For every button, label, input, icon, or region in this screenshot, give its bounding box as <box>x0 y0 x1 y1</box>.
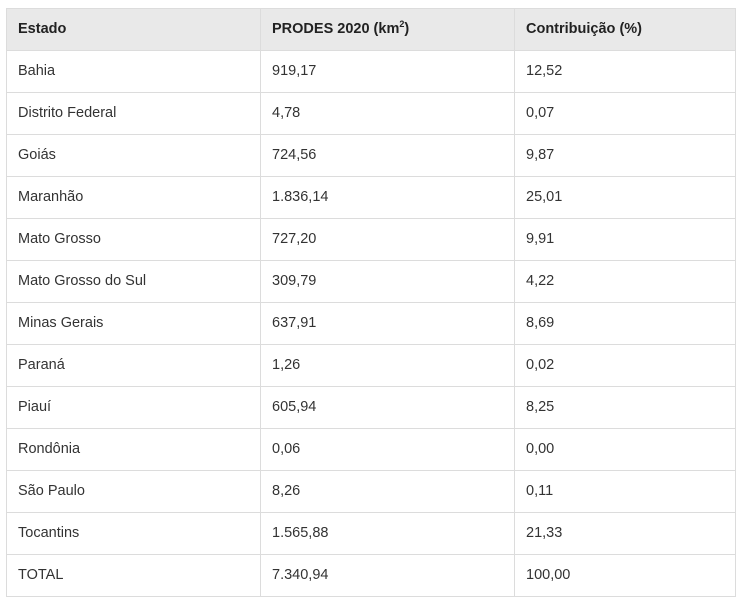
cell-estado: Mato Grosso <box>6 218 261 261</box>
table-row: Bahia 919,17 12,52 <box>6 50 736 93</box>
cell-estado: Paraná <box>6 344 261 387</box>
table-row: Maranhão 1.836,14 25,01 <box>6 176 736 219</box>
cell-prodes: 605,94 <box>260 386 515 429</box>
cell-contribuicao: 12,52 <box>514 50 736 93</box>
cell-estado: Distrito Federal <box>6 92 261 135</box>
cell-estado: Maranhão <box>6 176 261 219</box>
header-prodes-2020: PRODES 2020 (km2) <box>260 8 515 51</box>
cell-prodes: 309,79 <box>260 260 515 303</box>
table-row: Mato Grosso do Sul 309,79 4,22 <box>6 260 736 303</box>
prodes-table: Estado PRODES 2020 (km2) Contribuição (%… <box>6 8 736 597</box>
header-estado: Estado <box>6 8 261 51</box>
cell-prodes: 727,20 <box>260 218 515 261</box>
table-row: Mato Grosso 727,20 9,91 <box>6 218 736 261</box>
table-header: Estado PRODES 2020 (km2) Contribuição (%… <box>6 8 736 51</box>
cell-estado: Minas Gerais <box>6 302 261 345</box>
header-row: Estado PRODES 2020 (km2) Contribuição (%… <box>6 8 736 51</box>
table-row: Tocantins 1.565,88 21,33 <box>6 512 736 555</box>
cell-estado: Bahia <box>6 50 261 93</box>
table-row: Goiás 724,56 9,87 <box>6 134 736 177</box>
prodes-table-container: Estado PRODES 2020 (km2) Contribuição (%… <box>6 8 736 597</box>
cell-prodes: 1.565,88 <box>260 512 515 555</box>
header-prodes-superscript: 2 <box>399 19 405 30</box>
cell-prodes: 4,78 <box>260 92 515 135</box>
cell-contribuicao: 8,69 <box>514 302 736 345</box>
table-row: Paraná 1,26 0,02 <box>6 344 736 387</box>
cell-prodes: 1.836,14 <box>260 176 515 219</box>
table-row: Minas Gerais 637,91 8,69 <box>6 302 736 345</box>
cell-contribuicao: 21,33 <box>514 512 736 555</box>
cell-prodes: 8,26 <box>260 470 515 513</box>
cell-contribuicao-total: 100,00 <box>514 554 736 597</box>
cell-prodes: 637,91 <box>260 302 515 345</box>
cell-contribuicao: 0,02 <box>514 344 736 387</box>
cell-prodes: 1,26 <box>260 344 515 387</box>
cell-estado: Mato Grosso do Sul <box>6 260 261 303</box>
cell-estado: Piauí <box>6 386 261 429</box>
cell-contribuicao: 9,87 <box>514 134 736 177</box>
header-prodes-label: PRODES 2020 (km <box>272 21 400 38</box>
total-row: TOTAL 7.340,94 100,00 <box>6 554 736 597</box>
cell-contribuicao: 0,00 <box>514 428 736 471</box>
header-prodes-suffix: ) <box>404 21 410 38</box>
table-row: São Paulo 8,26 0,11 <box>6 470 736 513</box>
table-body: Bahia 919,17 12,52 Distrito Federal 4,78… <box>6 50 736 597</box>
cell-contribuicao: 0,11 <box>514 470 736 513</box>
cell-estado: Tocantins <box>6 512 261 555</box>
cell-estado: São Paulo <box>6 470 261 513</box>
cell-contribuicao: 4,22 <box>514 260 736 303</box>
cell-estado: Rondônia <box>6 428 261 471</box>
cell-estado-total: TOTAL <box>6 554 261 597</box>
table-row: Distrito Federal 4,78 0,07 <box>6 92 736 135</box>
cell-prodes: 724,56 <box>260 134 515 177</box>
table-row: Piauí 605,94 8,25 <box>6 386 736 429</box>
header-contribuicao: Contribuição (%) <box>514 8 736 51</box>
cell-contribuicao: 0,07 <box>514 92 736 135</box>
cell-prodes: 0,06 <box>260 428 515 471</box>
cell-estado: Goiás <box>6 134 261 177</box>
cell-contribuicao: 25,01 <box>514 176 736 219</box>
cell-prodes: 919,17 <box>260 50 515 93</box>
cell-prodes-total: 7.340,94 <box>260 554 515 597</box>
cell-contribuicao: 9,91 <box>514 218 736 261</box>
cell-contribuicao: 8,25 <box>514 386 736 429</box>
table-row: Rondônia 0,06 0,00 <box>6 428 736 471</box>
